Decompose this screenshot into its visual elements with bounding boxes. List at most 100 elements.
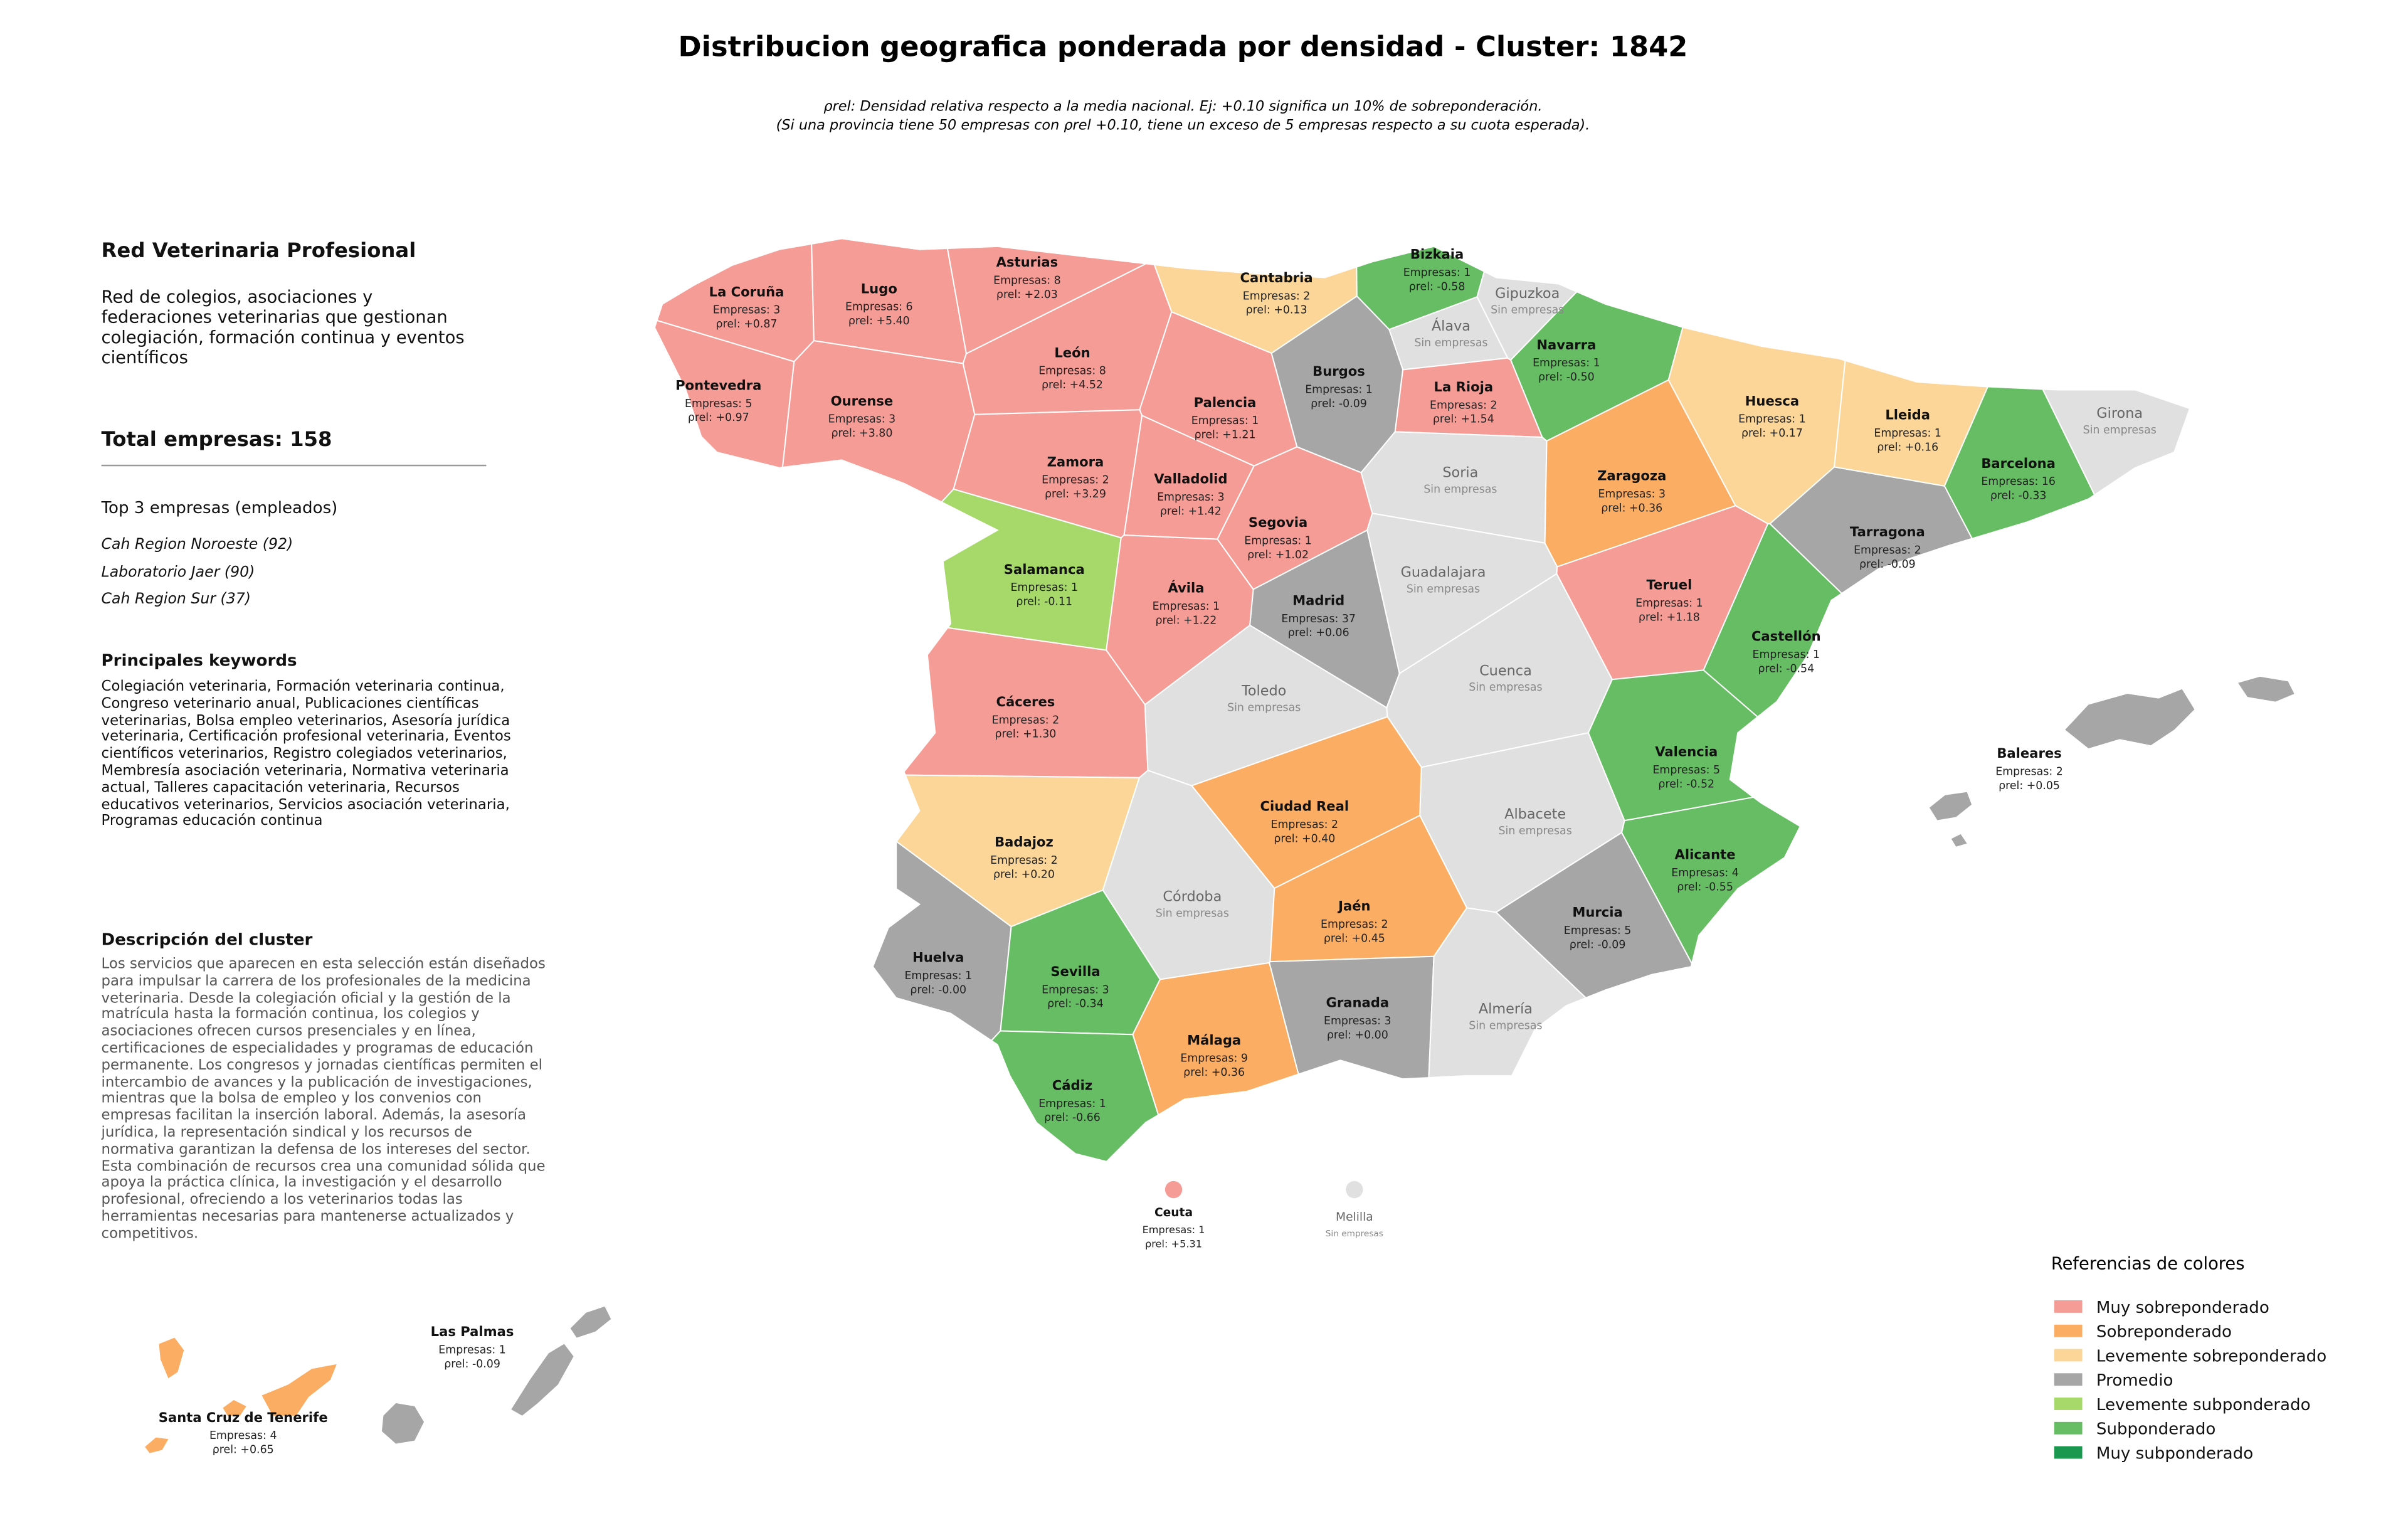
province-count: Empresas: 1	[1143, 1224, 1205, 1236]
island	[381, 1403, 425, 1444]
province-rho: ρrel: -0.11	[1016, 595, 1072, 608]
province-rho: ρrel: +0.13	[1246, 304, 1307, 317]
legend-label: Muy subponderado	[2096, 1445, 2253, 1463]
province-rho: ρrel: +3.29	[1045, 488, 1106, 501]
island	[570, 1306, 611, 1338]
province-name: Valladolid	[1154, 471, 1227, 487]
island	[1951, 834, 1967, 847]
province	[1428, 907, 1587, 1079]
island	[1929, 792, 1972, 820]
province-name: Asturias	[996, 254, 1058, 270]
province-count: Empresas: 37	[1281, 613, 1356, 625]
province-name: Toledo	[1241, 683, 1286, 699]
province-rho: ρrel: +0.17	[1741, 427, 1803, 440]
province-count: Empresas: 9	[1180, 1053, 1248, 1065]
province-count: Sin empresas	[1491, 304, 1564, 317]
province-name: Segovia	[1249, 514, 1307, 530]
legend-swatch	[2054, 1398, 2083, 1410]
province-count: Empresas: 2	[1243, 290, 1311, 302]
province-rho: ρrel: +0.00	[1327, 1029, 1388, 1041]
province-name: Jaén	[1337, 898, 1370, 914]
summary: Red de colegios, asociaciones y federaci…	[101, 287, 465, 368]
description: Los servicios que aparecen en esta selec…	[101, 955, 546, 1243]
province-count: Sin empresas	[1423, 484, 1497, 496]
subtitle: (Si una provincia tiene 50 empresas con …	[776, 117, 1590, 133]
province-count: Empresas: 3	[828, 413, 896, 426]
province-count: Empresas: 3	[1042, 984, 1109, 996]
province-rho: ρrel: +1.21	[1195, 429, 1256, 442]
province-name: Guadalajara	[1401, 565, 1486, 581]
subtitle: ρrel: Densidad relativa respecto a la me…	[823, 98, 1542, 115]
province-count: Empresas: 16	[1981, 475, 2056, 488]
sidebar-title: Red Veterinaria Profesional	[101, 240, 416, 264]
province-name: La Rioja	[1434, 379, 1494, 395]
province-name: Castellón	[1751, 629, 1821, 644]
province-count: Empresas: 2	[1854, 544, 1921, 556]
province-rho: ρrel: +0.97	[688, 411, 749, 424]
province-name: Burgos	[1312, 363, 1365, 379]
province-count: Empresas: 1	[1874, 427, 1941, 440]
province-count: Empresas: 3	[713, 304, 781, 317]
top-item: Cah Region Sur (37)	[101, 591, 251, 608]
province-rho: ρrel: +0.87	[716, 318, 778, 331]
province-count: Sin empresas	[1414, 337, 1487, 349]
province-count: Empresas: 3	[1598, 488, 1666, 501]
legend-label: Levemente sobreponderado	[2096, 1347, 2326, 1366]
province-name: Palencia	[1194, 395, 1257, 410]
province-count: Empresas: 1	[1153, 600, 1220, 613]
province-rho: ρrel: -0.09	[1570, 938, 1626, 951]
island	[223, 1400, 246, 1416]
province-count: Empresas: 1	[1305, 383, 1373, 396]
province-rho: ρrel: -0.09	[1859, 558, 1916, 571]
province-name: Ceuta	[1154, 1206, 1193, 1219]
province-count: Empresas: 5	[1652, 764, 1720, 777]
province-count: Empresas: 1	[1635, 597, 1703, 610]
legend-swatch	[2054, 1421, 2083, 1435]
province-count: Empresas: 8	[993, 274, 1061, 287]
legend-swatch	[2054, 1373, 2083, 1386]
province-name: Girona	[2096, 405, 2143, 422]
province-name: Lleida	[1885, 407, 1930, 423]
province-rho: ρrel: -0.09	[1311, 398, 1367, 410]
province-name: Alicante	[1675, 847, 1736, 862]
province-count: Empresas: 6	[845, 301, 913, 314]
province	[2041, 388, 2191, 496]
province-name: Huesca	[1745, 393, 1799, 408]
province-name: Salamanca	[1004, 561, 1085, 577]
province-count: Empresas: 2	[1271, 819, 1339, 831]
province-rho: ρrel: +1.54	[1433, 413, 1494, 426]
province-count: Empresas: 1	[904, 970, 972, 982]
province-name: Lugo	[861, 280, 897, 296]
legend-swatch	[2054, 1446, 2083, 1459]
title: Distribucion geografica ponderada por de…	[679, 30, 1688, 63]
province-rho: ρrel: +5.40	[848, 315, 910, 327]
province-rho: ρrel: +0.06	[1288, 627, 1349, 639]
province-count: Empresas: 2	[1430, 399, 1497, 411]
province-name: Valencia	[1655, 744, 1718, 760]
province-name: Madrid	[1292, 592, 1344, 608]
enclave	[1346, 1180, 1363, 1199]
province	[1495, 831, 1692, 999]
province-name: Gipuzkoa	[1495, 285, 1560, 302]
province-rho: ρrel: +0.45	[1324, 932, 1385, 945]
keywords-title: Principales keywords	[101, 652, 297, 671]
province-rho: ρrel: +5.31	[1145, 1238, 1202, 1249]
province-name: Zaragoza	[1597, 468, 1666, 484]
province-rho: ρrel: +0.36	[1183, 1066, 1245, 1079]
province-rho: ρrel: -0.34	[1047, 998, 1104, 1011]
province-rho: ρrel: +1.42	[1160, 505, 1222, 517]
keywords: Colegiación veterinaria, Formación veter…	[101, 678, 511, 830]
province-rho: ρrel: +1.02	[1247, 549, 1309, 561]
province-name: Ourense	[831, 393, 894, 408]
provinces	[653, 238, 2191, 1162]
province-count: Empresas: 2	[992, 714, 1060, 726]
province-count: Empresas: 2	[990, 854, 1058, 867]
province-rho: ρrel: +0.05	[1999, 780, 2060, 792]
province-count: Sin empresas	[1156, 908, 1229, 920]
province-name: Cáceres	[996, 694, 1055, 709]
province-rho: ρrel: -0.00	[910, 984, 966, 996]
description-title: Descripción del cluster	[101, 930, 313, 950]
province-rho: ρrel: +2.03	[996, 289, 1058, 301]
province-rho: ρrel: -0.58	[1409, 280, 1465, 293]
